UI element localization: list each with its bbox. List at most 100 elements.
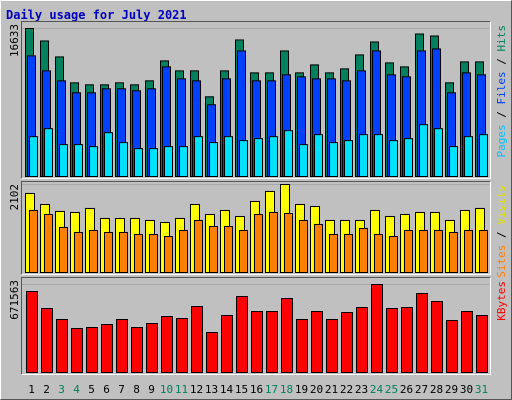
bar (164, 146, 173, 178)
bar (344, 233, 353, 273)
bar (314, 134, 323, 178)
bar (254, 213, 263, 274)
x-tick-label: 17 (265, 383, 278, 396)
legend-separator: / (495, 225, 508, 245)
bar (149, 233, 158, 273)
bar (89, 229, 98, 273)
x-tick-label: 13 (205, 383, 218, 396)
bar (134, 148, 143, 177)
bar (104, 231, 113, 273)
bar (269, 136, 278, 177)
bar (29, 136, 38, 177)
x-tick-label: 21 (325, 383, 338, 396)
x-tick-label: 22 (340, 383, 353, 396)
bar (419, 229, 428, 273)
bar (164, 235, 173, 274)
bar (239, 140, 248, 177)
x-tick-label: 8 (133, 383, 140, 396)
bar (404, 138, 413, 177)
x-tick-label: 18 (280, 383, 293, 396)
bar (119, 142, 128, 177)
legend-entry: Hits (495, 25, 508, 52)
bar (179, 229, 188, 273)
bar (311, 311, 323, 373)
bar (479, 134, 488, 178)
bar (176, 318, 188, 373)
bar (356, 307, 368, 373)
bar (359, 227, 368, 273)
x-tick-label: 25 (385, 383, 398, 396)
panel-bevel (21, 21, 491, 179)
x-tick-label: 11 (175, 383, 188, 396)
x-tick-label: 30 (460, 383, 473, 396)
x-tick-label: 1 (28, 383, 35, 396)
bar (119, 231, 128, 273)
bar (71, 328, 83, 373)
legend-entry: Sites (495, 245, 508, 278)
bar (191, 306, 203, 374)
bar (41, 308, 53, 373)
bar (221, 315, 233, 373)
bar (374, 233, 383, 273)
x-tick-label: 19 (295, 383, 308, 396)
x-tick-label: 9 (148, 383, 155, 396)
legend-entry: Visits (495, 185, 508, 225)
bar (266, 311, 278, 373)
x-tick-label: 23 (355, 383, 368, 396)
bar (386, 308, 398, 373)
bar (299, 144, 308, 178)
panel-bevel (21, 181, 491, 275)
y-tick-label: 671563 (8, 280, 21, 320)
x-tick-label: 6 (103, 383, 110, 396)
bar (146, 323, 158, 374)
bar (194, 219, 203, 274)
x-tick-label: 16 (250, 383, 263, 396)
bar (329, 142, 338, 177)
bar (236, 296, 248, 374)
bar (446, 320, 458, 374)
bar (404, 229, 413, 273)
bar (194, 136, 203, 177)
bar (314, 223, 323, 273)
bar (464, 229, 473, 273)
bar (251, 311, 263, 373)
bar (371, 284, 383, 373)
bar (284, 130, 293, 177)
bar (389, 140, 398, 177)
bar (239, 229, 248, 273)
bar (59, 226, 68, 274)
bar (269, 211, 278, 273)
x-tick-label: 29 (445, 383, 458, 396)
bar (389, 235, 398, 274)
y-tick-label: 16633 (8, 24, 21, 57)
bar (329, 233, 338, 273)
bar (449, 231, 458, 273)
bar (116, 319, 128, 374)
bar (44, 213, 53, 274)
x-tick-label: 7 (118, 383, 125, 396)
legend-separator: / (495, 105, 508, 125)
x-tick-label: 24 (370, 383, 384, 396)
bar (464, 136, 473, 177)
panel-bevel (21, 181, 491, 275)
bar (209, 225, 218, 273)
bar (419, 124, 428, 177)
bar (281, 298, 293, 373)
bar (344, 140, 353, 177)
x-tick-label: 14 (220, 383, 234, 396)
bar (59, 144, 68, 178)
legend-entry: Pages (495, 124, 508, 157)
bar (86, 327, 98, 374)
bar (224, 136, 233, 177)
bar (416, 293, 428, 373)
bar (104, 132, 113, 178)
x-tick-label: 26 (400, 383, 413, 396)
bar (476, 315, 488, 373)
x-tick-label: 12 (190, 383, 203, 396)
bar (209, 142, 218, 177)
bar (374, 134, 383, 178)
y-tick-label: 2102 (8, 184, 21, 211)
bar (44, 128, 53, 177)
